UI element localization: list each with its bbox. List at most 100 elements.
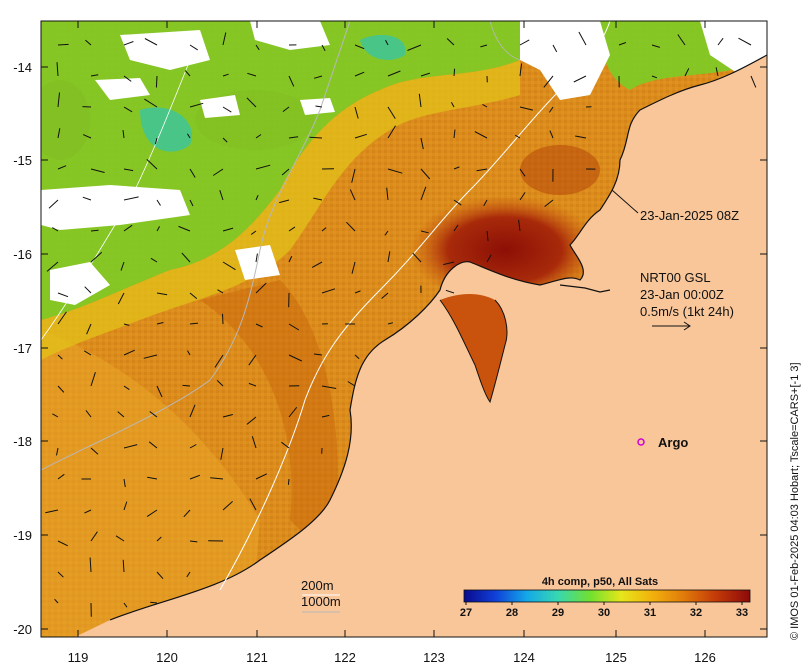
map-frame xyxy=(40,20,768,638)
axis-ticks xyxy=(41,21,767,637)
current-vector xyxy=(321,414,330,418)
current-vector xyxy=(453,129,456,139)
current-vector xyxy=(476,168,488,172)
current-vector xyxy=(387,70,401,77)
current-vector xyxy=(123,501,128,511)
current-vector xyxy=(120,261,125,271)
current-vector xyxy=(486,254,492,263)
current-vector xyxy=(309,136,323,139)
current-vector xyxy=(183,509,191,518)
y-tick-label-14: -14 xyxy=(13,60,32,75)
current-vector xyxy=(246,416,257,425)
current-vector xyxy=(519,63,523,77)
x-tick-label-124: 124 xyxy=(513,650,535,665)
colorbar-ramp xyxy=(463,589,751,603)
current-vector xyxy=(123,41,134,46)
current-vector xyxy=(84,509,92,514)
current-vector xyxy=(420,168,431,180)
current-vector xyxy=(255,134,262,139)
current-vector xyxy=(453,224,459,232)
current-vector xyxy=(123,385,130,391)
current-vector xyxy=(90,74,99,77)
current-vector xyxy=(89,557,92,573)
current-vector xyxy=(288,354,303,362)
current-vector xyxy=(187,350,191,356)
current-vector xyxy=(222,137,228,143)
current-vector xyxy=(123,106,133,113)
current-vector xyxy=(250,230,257,235)
current-vector xyxy=(189,199,194,207)
current-vector xyxy=(146,159,158,170)
y-tick-label-17: -17 xyxy=(13,341,32,356)
isobath-1000m-north xyxy=(489,21,521,61)
current-vector xyxy=(57,473,65,480)
current-vector xyxy=(181,252,191,263)
current-vector xyxy=(255,164,271,170)
current-vector xyxy=(519,39,530,46)
current-vector xyxy=(420,72,431,77)
current-vector xyxy=(486,230,489,241)
x-tick-label-123: 123 xyxy=(423,650,445,665)
y-tick-label-19: -19 xyxy=(13,528,32,543)
current-vector xyxy=(354,71,365,77)
current-vector xyxy=(418,93,422,108)
sst-teal-patches xyxy=(140,35,406,152)
current-vector xyxy=(255,323,263,328)
current-vector xyxy=(90,251,103,263)
colorbar-tick-32: 32 xyxy=(690,607,702,619)
current-vector xyxy=(117,292,125,305)
current-vector xyxy=(677,34,686,46)
current-vector xyxy=(189,444,197,449)
current-vector xyxy=(189,168,196,178)
current-vector xyxy=(482,103,488,108)
current-vector xyxy=(519,192,526,201)
current-vector xyxy=(156,226,161,232)
current-vector xyxy=(222,227,234,232)
current-vector xyxy=(115,535,125,542)
current-vector xyxy=(384,230,389,236)
colorbar: 4h comp, p50, All Sats 27 28 29 30 31 32… xyxy=(460,576,751,619)
current-vector xyxy=(46,261,59,272)
current-vector xyxy=(351,261,356,274)
current-vector xyxy=(249,498,257,511)
current-scale-label: 0.5m/s (1kt 24h) xyxy=(640,304,734,319)
current-vector xyxy=(387,106,396,119)
current-vector xyxy=(354,290,361,294)
colorbar-tick-29: 29 xyxy=(552,607,564,619)
current-vector xyxy=(219,190,224,201)
current-vector xyxy=(453,68,456,77)
current-vector xyxy=(552,44,558,53)
current-vector xyxy=(453,199,462,206)
current-vector xyxy=(156,292,168,296)
current-vector xyxy=(313,75,323,79)
current-vector xyxy=(347,381,356,387)
current-vector xyxy=(189,474,200,480)
current-vector xyxy=(122,130,125,139)
current-vector xyxy=(150,257,158,263)
current-time-label: 23-Jan 00:00Z xyxy=(640,287,724,302)
current-vector xyxy=(346,221,356,232)
current-vector xyxy=(281,168,290,176)
isobath-1000m-line xyxy=(41,21,351,471)
current-vector xyxy=(143,354,158,359)
colorbar-tick-30: 30 xyxy=(598,607,610,619)
sst-yellow-fringe xyxy=(41,60,520,360)
current-vector xyxy=(86,323,92,335)
current-vector xyxy=(251,436,257,449)
current-vector xyxy=(443,261,455,266)
sst-cool-region xyxy=(41,21,520,320)
sst-darker-band xyxy=(200,280,338,560)
current-vector xyxy=(279,199,290,204)
current-vector xyxy=(82,196,92,201)
current-vector xyxy=(445,289,455,294)
current-vector xyxy=(750,75,757,88)
current-vector xyxy=(311,261,323,268)
current-vector xyxy=(480,44,488,48)
current-vector xyxy=(387,168,403,174)
isobath-200m-west xyxy=(41,59,191,341)
current-vector xyxy=(321,227,327,232)
y-tick-label-16: -16 xyxy=(13,247,32,262)
current-vector xyxy=(255,253,258,263)
current-vector xyxy=(412,252,422,263)
x-tick-label-120: 120 xyxy=(156,650,178,665)
